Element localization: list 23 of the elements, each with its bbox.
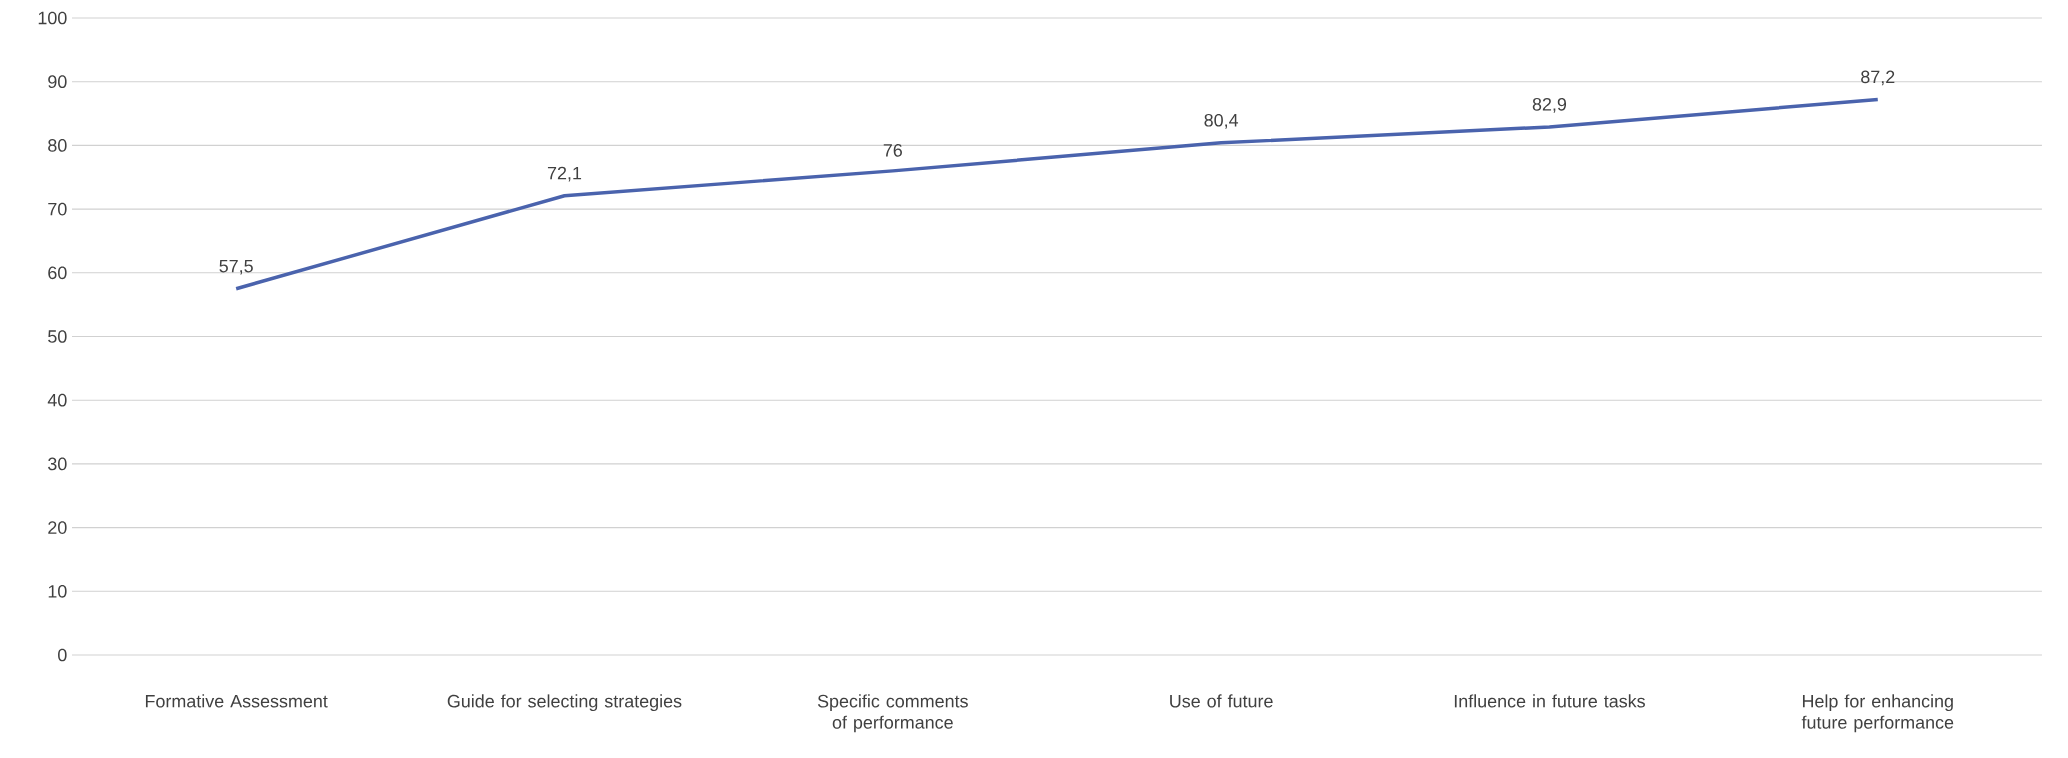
y-tick-label: 30 <box>48 457 67 471</box>
x-tick-label: Help for enhancing future performance <box>1801 694 1954 733</box>
data-label: 82,9 <box>1532 97 1567 113</box>
x-tick-label: Use of future <box>1170 694 1273 708</box>
y-tick-label: 40 <box>47 393 67 407</box>
y-tick-label: 60 <box>48 266 67 280</box>
x-tick-label: Specific comments of performance <box>817 694 968 733</box>
y-tick-label: 10 <box>48 584 67 598</box>
data-label: 72,1 <box>547 166 582 182</box>
y-tick-label: 20 <box>48 521 67 534</box>
y-tick-label: 0 <box>58 648 67 662</box>
y-tick-label: 80 <box>48 139 67 152</box>
x-tick-label: Formative Assessment <box>145 694 328 708</box>
data-label: 76 <box>883 144 902 157</box>
y-tick-label: 100 <box>38 11 67 25</box>
data-label: 57,5 <box>219 259 253 275</box>
data-label: 80,4 <box>1204 113 1239 129</box>
y-tick-label: 90 <box>48 75 67 89</box>
data-label: 87,2 <box>1861 70 1895 86</box>
y-tick-label: 70 <box>48 202 67 216</box>
x-tick-label: Influence in future tasks <box>1454 694 1645 708</box>
x-tick-label: Guide for selecting strategies <box>447 694 682 712</box>
y-tick-label: 50 <box>48 330 67 343</box>
